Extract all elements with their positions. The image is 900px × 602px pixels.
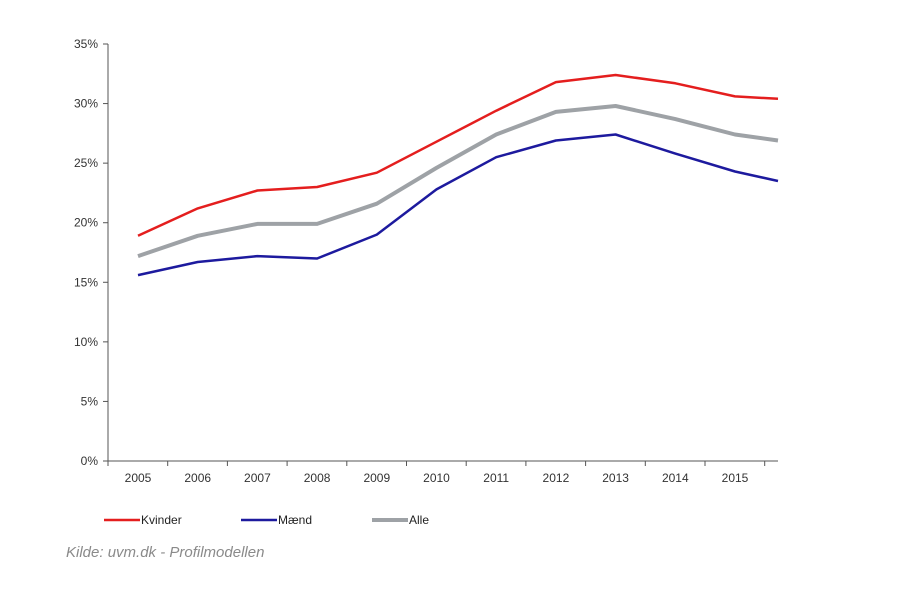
y-tick-label: 5% xyxy=(81,394,99,408)
x-tick-label: 2005 xyxy=(125,471,152,485)
x-tick-label: 2008 xyxy=(304,471,331,485)
axes: 0% 5% 10% 15% 20% 25% 30% 35% 2005 2006 2007 2008 20… xyxy=(74,37,778,485)
x-tick-label: 2011 xyxy=(483,471,509,485)
series-line-2 xyxy=(137,104,779,258)
legend-label-1: Mænd xyxy=(278,513,312,527)
x-tick-label: 2006 xyxy=(184,471,211,485)
y-tick-label: 35% xyxy=(74,37,98,51)
y-tick-label: 25% xyxy=(74,156,98,170)
x-tick-label: 2014 xyxy=(662,471,689,485)
source-note: Kilde: uvm.dk - Profilmodellen xyxy=(66,544,265,561)
y-tick-label: 30% xyxy=(74,97,98,111)
x-tick-label: 2010 xyxy=(423,471,450,485)
series-lines xyxy=(137,73,779,277)
y-tick-label: 10% xyxy=(74,335,98,349)
x-tick-label: 2013 xyxy=(602,471,629,485)
legend: Kvinder Mænd Alle xyxy=(104,513,429,527)
legend-label-0: Kvinder xyxy=(141,513,182,527)
y-tick-label: 20% xyxy=(74,216,98,230)
x-tick-label: 2009 xyxy=(363,471,390,485)
x-tick-label: 2012 xyxy=(543,471,570,485)
y-tick-label: 15% xyxy=(74,275,98,289)
legend-label-2: Alle xyxy=(409,513,429,527)
x-tick-label: 2007 xyxy=(244,471,271,485)
x-tick-label: 2015 xyxy=(722,471,749,485)
series-line-1 xyxy=(137,133,779,277)
y-tick-label: 0% xyxy=(81,454,99,468)
series-line-0 xyxy=(137,73,779,237)
